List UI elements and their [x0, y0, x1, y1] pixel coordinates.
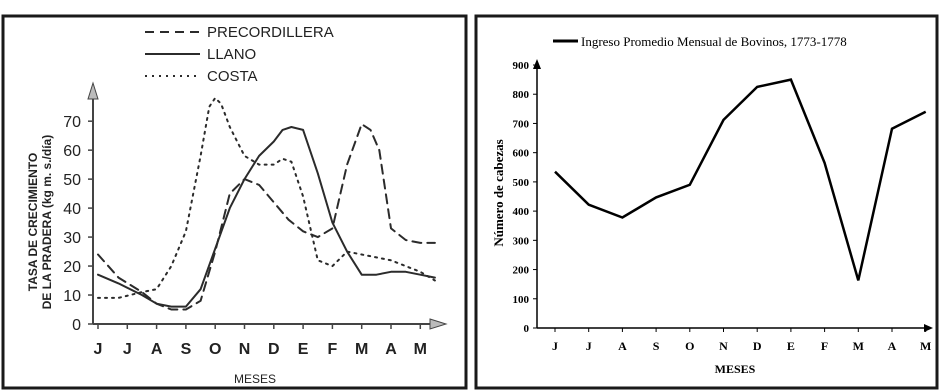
y-tick-label: 30: [63, 230, 81, 247]
cattle-income-chart: Ingreso Promedio Mensual de Bovinos, 177…: [491, 34, 933, 376]
y-tick-label: 800: [513, 89, 530, 101]
x-tick-label: O: [685, 339, 694, 353]
y-tick-label: 100: [513, 294, 530, 306]
x-tick-label: N: [239, 341, 251, 358]
x-tick-label: A: [385, 341, 397, 358]
legend-label-bovinos: Ingreso Promedio Mensual de Bovinos, 177…: [581, 34, 847, 49]
x-tick-label: S: [653, 339, 660, 353]
y-tick-label: 700: [513, 118, 530, 130]
y-tick-label: 400: [513, 206, 530, 218]
x-tick-label: M: [414, 341, 427, 358]
y-tick-label: 0: [524, 323, 530, 335]
x-tick-label: E: [787, 339, 795, 353]
x-axis-label: MESES: [715, 362, 756, 376]
x-tick-label: J: [94, 341, 103, 358]
y-tick-label: 200: [513, 265, 530, 277]
series-line-costa: [97, 97, 436, 299]
y-tick-label: 50: [63, 172, 81, 189]
y-tick-label: 40: [63, 201, 81, 218]
x-tick-label: E: [298, 341, 309, 358]
x-tick-label: F: [821, 339, 828, 353]
legend-label-llano: LLANO: [207, 46, 256, 63]
series-line-llano: [97, 126, 436, 308]
legend-label-costa: COSTA: [207, 68, 258, 85]
x-axis-arrow: [924, 324, 933, 332]
legend: PRECORDILLERA LLANO COSTA: [145, 24, 334, 85]
y-axis-arrow: [533, 59, 541, 69]
x-tick-label: M: [853, 339, 864, 353]
x-tick-label: D: [753, 339, 762, 353]
y-tick-label: 900: [513, 60, 530, 72]
pasture-growth-chart: PRECORDILLERA LLANO COSTA TASA DE CRECIM…: [26, 24, 448, 386]
left-panel-frame: [1, 14, 468, 390]
x-tick-label: J: [586, 339, 592, 353]
x-tick-label: F: [328, 341, 338, 358]
x-tick-label: D: [268, 341, 280, 358]
y-tick-label: 600: [513, 148, 530, 160]
y-tick-label: 300: [513, 235, 530, 247]
x-tick-label: M: [920, 339, 931, 353]
y-tick-label: 70: [63, 114, 81, 131]
y-tick-label: 500: [513, 177, 530, 189]
y-tick-label: 60: [63, 143, 81, 160]
y-tick-label: 20: [63, 259, 81, 276]
x-tick-label: O: [209, 341, 221, 358]
legend: Ingreso Promedio Mensual de Bovinos, 177…: [553, 34, 847, 49]
series-line-precordillera: [97, 123, 436, 311]
y-tick-label: 0: [72, 317, 81, 334]
right-panel-frame: [474, 14, 939, 390]
y-tick-label: 10: [63, 288, 81, 305]
y-axis-arrow: [87, 81, 99, 100]
x-axis-arrow: [429, 318, 448, 330]
y-axis-label-line1: TASA DE CRECIMIENTO: [26, 153, 40, 291]
x-axis-label: MESES: [234, 372, 276, 386]
series-line-bovinos: [554, 78, 927, 281]
x-tick-label: J: [552, 339, 558, 353]
x-tick-label: A: [888, 339, 897, 353]
y-axis-label-line2: DE LA PRADERA (kg m. s./día): [40, 135, 54, 309]
x-tick-label: J: [123, 341, 132, 358]
x-tick-label: S: [181, 341, 192, 358]
y-axis-label: Número de cabezas: [491, 139, 506, 246]
x-tick-label: N: [719, 339, 728, 353]
x-tick-label: A: [151, 341, 163, 358]
legend-label-precordillera: PRECORDILLERA: [207, 24, 334, 41]
x-tick-label: A: [618, 339, 627, 353]
x-tick-label: M: [355, 341, 368, 358]
